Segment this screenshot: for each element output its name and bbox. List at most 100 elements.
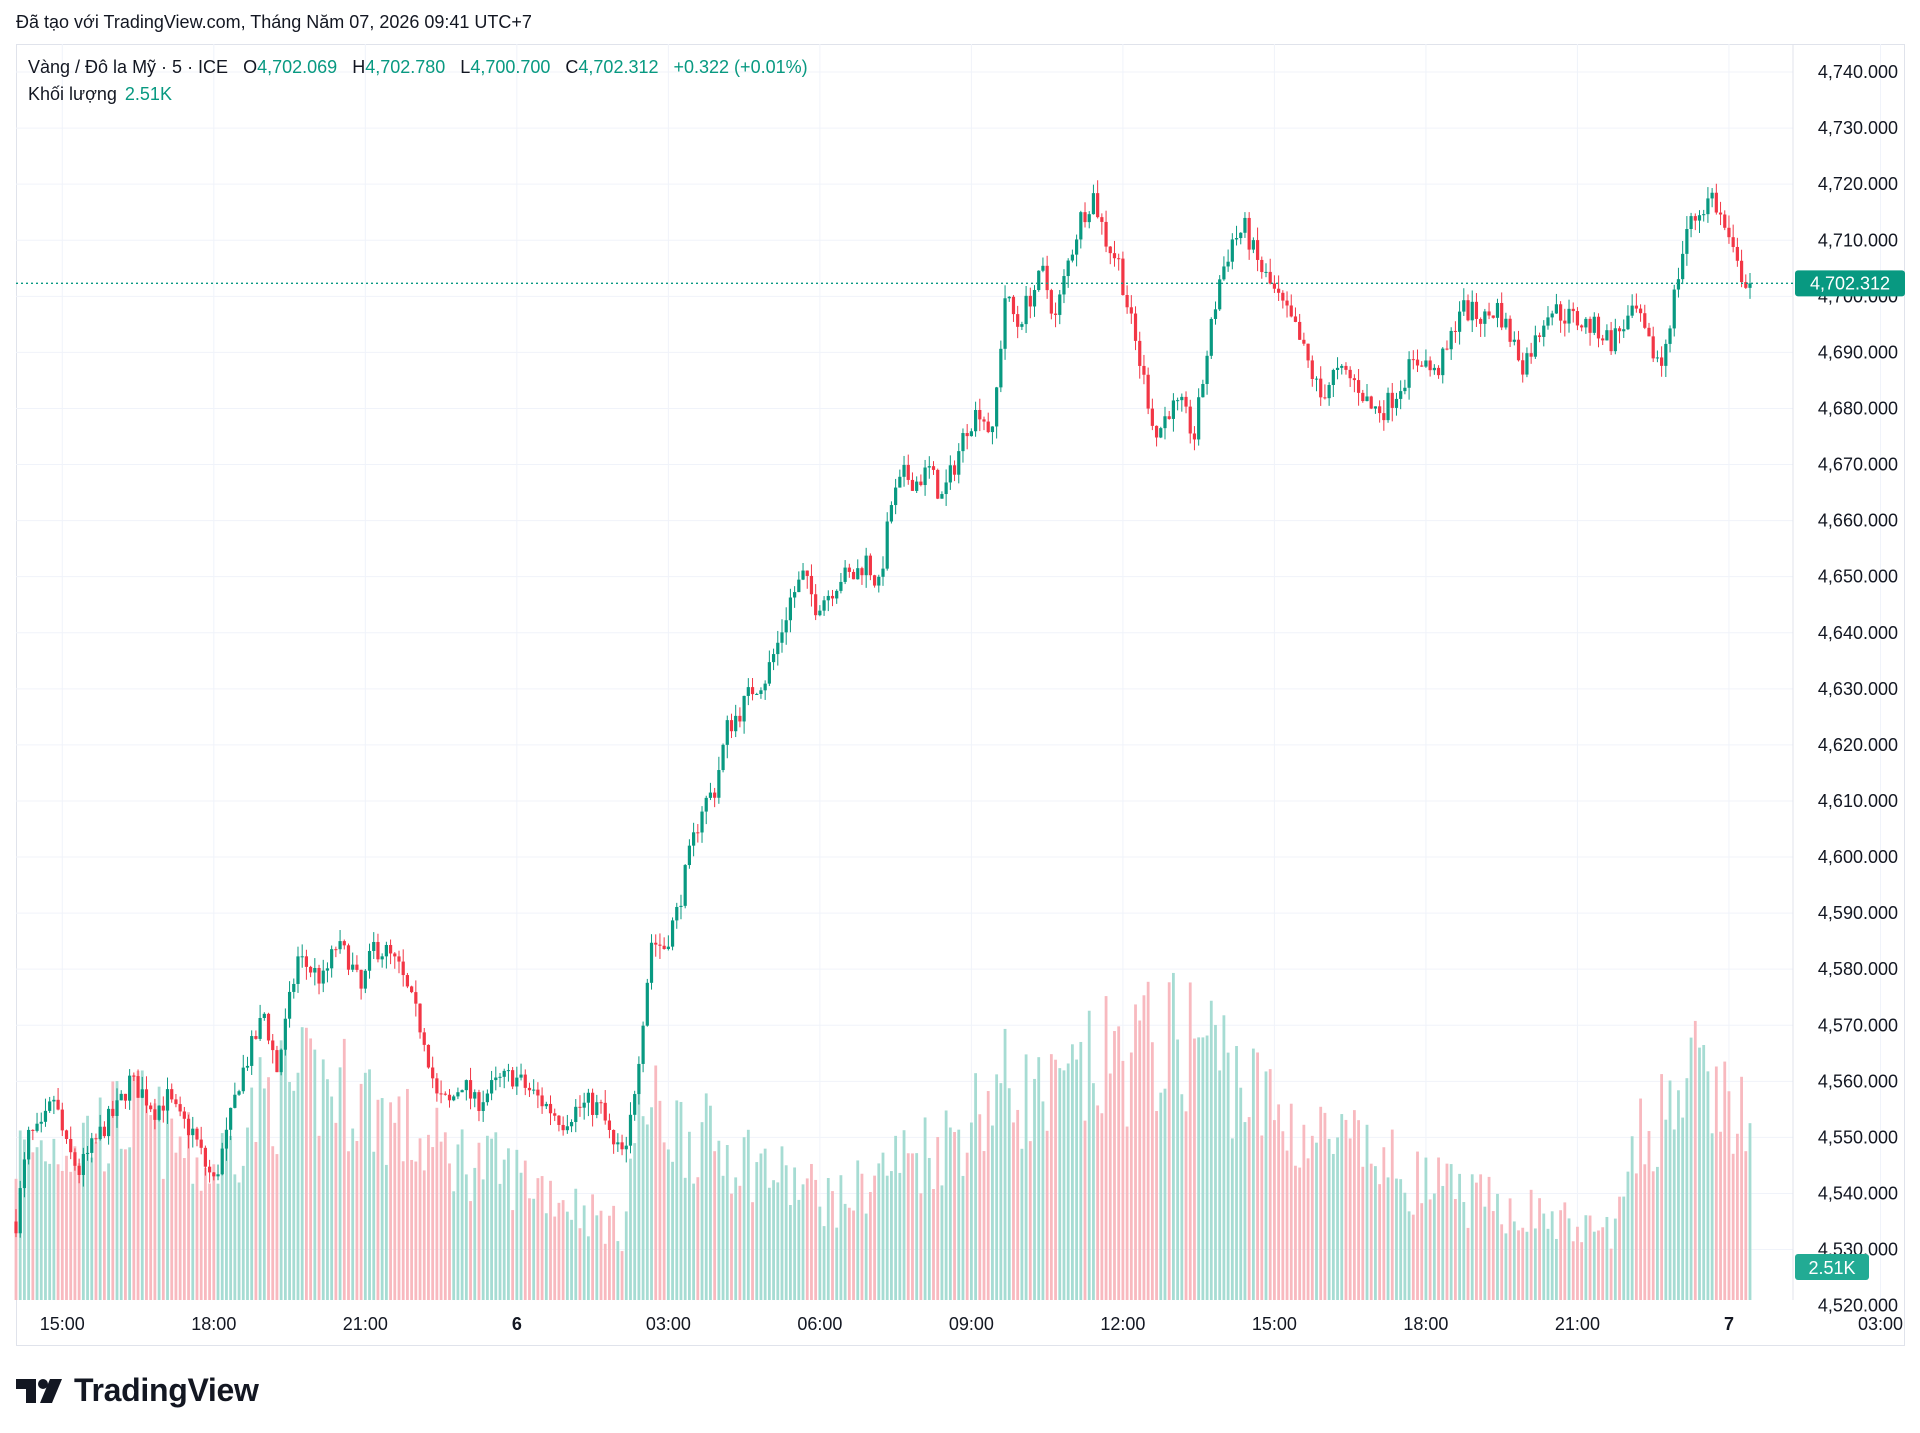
volume-value: 2.51K [124, 84, 172, 104]
volume-bar [679, 1101, 683, 1300]
candle-body [351, 964, 355, 970]
candle-body [367, 950, 372, 971]
time-tick-label: 18:00 [191, 1314, 236, 1334]
volume-bar [1668, 1080, 1672, 1300]
candle-body [675, 906, 679, 921]
volume-bar [1458, 1173, 1461, 1300]
volume-bar [469, 1201, 472, 1300]
volume-bar [734, 1177, 738, 1300]
volume-bar [1256, 1052, 1259, 1300]
candle-body [330, 949, 334, 969]
price-tick-label: 4,740.000 [1818, 62, 1898, 82]
candle-body [1070, 254, 1074, 261]
candle-body [1575, 311, 1580, 326]
candle-body [881, 568, 885, 577]
candle-body [1424, 360, 1428, 367]
candle-body [860, 568, 864, 576]
candle-body [1058, 294, 1062, 315]
volume-bar [586, 1236, 590, 1300]
volume-bar [1268, 1069, 1272, 1300]
candle-body [1525, 353, 1529, 375]
candle-body [1176, 400, 1180, 402]
volume-bar [317, 1135, 321, 1300]
candle-body [902, 464, 906, 477]
volume-bar [1584, 1215, 1588, 1300]
volume-bar [608, 1215, 611, 1300]
volume-bar [1020, 1148, 1024, 1300]
candle-body [1302, 339, 1306, 344]
volume-bar [902, 1130, 906, 1300]
volume-bar [1167, 982, 1171, 1300]
volume-bar [220, 1133, 224, 1300]
candle-body [1201, 383, 1205, 398]
symbol-title[interactable]: Vàng / Đô la Mỹ · 5 · ICE [28, 57, 229, 77]
volume-bar [1731, 1153, 1735, 1300]
candles [14, 180, 1752, 1238]
volume-bar [271, 1146, 275, 1300]
candle-body [1714, 192, 1718, 213]
volume-bar [182, 1158, 186, 1300]
volume-bar [704, 1093, 708, 1300]
candle-body [1605, 330, 1609, 341]
volume-bar [14, 1178, 18, 1300]
candle-body [599, 1102, 603, 1104]
volume-bar [393, 1122, 397, 1300]
volume-bar [208, 1183, 212, 1300]
candle-body [641, 1025, 645, 1064]
volume-bar [435, 1107, 439, 1300]
volume-bar [986, 1091, 990, 1300]
volume-bar [528, 1198, 531, 1300]
volume-bar [1012, 1122, 1015, 1300]
volume-bar [1294, 1165, 1297, 1300]
candle-body [1028, 295, 1032, 307]
candle-body [422, 1032, 426, 1045]
candle-body [338, 941, 342, 950]
candle-body [69, 1138, 73, 1153]
volume-bar [818, 1206, 822, 1300]
candle-body [931, 466, 936, 470]
candle-body [1146, 374, 1150, 409]
price-tick-label: 4,680.000 [1818, 398, 1898, 418]
volume-bar [267, 1077, 270, 1300]
volume-bar [1390, 1129, 1394, 1300]
candle-body [607, 1120, 612, 1130]
candle-body [1293, 316, 1298, 322]
volume-bar [1100, 1113, 1104, 1300]
candle-body [738, 715, 742, 722]
candle-body [1268, 271, 1272, 284]
candle-body [1588, 318, 1592, 333]
candle-body [1335, 367, 1340, 370]
volume-bar [1247, 1117, 1251, 1300]
candle-body [1066, 260, 1070, 277]
candle-body [826, 595, 830, 601]
volume-bar [721, 1175, 725, 1300]
volume-bar [906, 1153, 910, 1300]
candle-body [1508, 318, 1512, 342]
volume-bar [225, 1134, 228, 1300]
candle-body [1580, 325, 1584, 328]
candle-body [447, 1094, 452, 1101]
volume-bar [1016, 1109, 1020, 1300]
candle-body [894, 487, 898, 506]
volume-bar [1285, 1150, 1289, 1300]
tradingview-logo[interactable]: TradingView [16, 1372, 259, 1409]
volume-bar [1727, 1091, 1731, 1300]
candle-body [1537, 335, 1542, 337]
candle-body [1672, 289, 1676, 329]
volume-bar [1382, 1147, 1386, 1300]
volume-label[interactable]: Khối lượng [28, 84, 117, 104]
volume-bar [1395, 1178, 1398, 1300]
volume-bar [443, 1132, 447, 1300]
volume-bar [540, 1176, 544, 1300]
candle-body [85, 1152, 90, 1154]
volume-bar [414, 1161, 418, 1300]
candle-body [910, 479, 915, 491]
volume-bar [1007, 1088, 1011, 1300]
candle-body [481, 1102, 485, 1112]
volume-bar [161, 1178, 165, 1300]
volume-bar [1538, 1198, 1541, 1300]
volume-bar [73, 1146, 77, 1300]
candle-body [1239, 232, 1243, 239]
candle-body [216, 1174, 220, 1177]
